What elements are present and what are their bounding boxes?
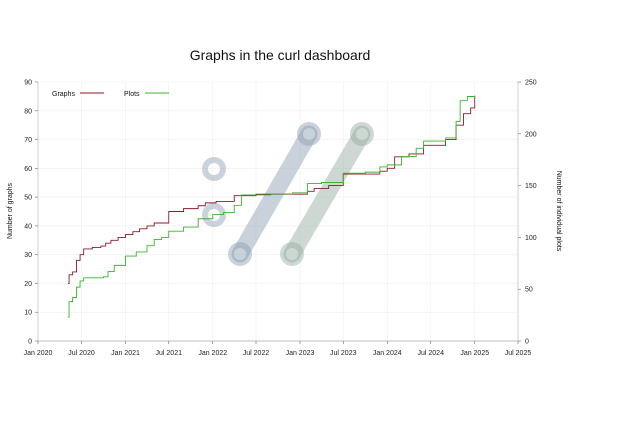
grid [37, 81, 519, 342]
y-axis-left-title: Number of graphs [7, 182, 14, 239]
x-tick-label: Jul 2022 [243, 350, 270, 357]
x-tick-label: Jan 2023 [286, 350, 315, 357]
y-right-tick-label: 250 [525, 80, 537, 87]
chart-title: Graphs in the curl dashboard [190, 47, 371, 63]
x-tick-label: Jan 2025 [460, 350, 489, 357]
axes [35, 81, 521, 344]
y-right-tick-label: 150 [525, 183, 537, 190]
y-left-tick-label: 50 [24, 195, 32, 202]
logo-slash-right-end-top [350, 122, 374, 146]
x-tick-label: Jan 2022 [198, 350, 227, 357]
x-tick-label: Jul 2021 [156, 350, 183, 357]
x-tick-label: Jul 2025 [505, 350, 532, 357]
y-left-tick-label: 60 [24, 166, 32, 173]
x-tick-label: Jul 2020 [68, 350, 95, 357]
x-tick-label: Jan 2021 [111, 350, 140, 357]
y-right-tick-label: 50 [525, 287, 533, 294]
logo-slash-right-end-bottom [280, 242, 304, 266]
y-axis-right-title: Number of individual plots [555, 171, 562, 252]
logo-slash-right [283, 125, 371, 263]
y-left-tick-label: 0 [28, 339, 32, 346]
logo-slash-left-end-top [297, 122, 321, 146]
y-left-tick-label: 30 [24, 252, 32, 259]
y-right-tick-label: 100 [525, 235, 537, 242]
y-left-tick-label: 70 [24, 137, 32, 144]
x-tick-label: Jan 2020 [24, 350, 53, 357]
y-right-tick-label: 200 [525, 131, 537, 138]
series-line-plots [67, 95, 476, 318]
x-tick-label: Jan 2024 [373, 350, 402, 357]
tick-labels: Jan 2020 Jul 2020 Jan 2021 Jul 2021 Jan 2022… [24, 80, 537, 358]
y-left-tick-label: 90 [24, 80, 32, 87]
legend: Graphs Plots [52, 91, 169, 98]
x-tick-label: Jul 2023 [330, 350, 357, 357]
legend-label-plots: Plots [124, 91, 140, 98]
logo-dot-upper [202, 157, 226, 181]
y-left-tick-label: 80 [24, 108, 32, 115]
series-lines [67, 95, 476, 318]
logo-slash-left-end-bottom [228, 242, 252, 266]
x-tick-label: Jul 2024 [418, 350, 445, 357]
y-left-tick-label: 20 [24, 281, 32, 288]
y-left-tick-label: 10 [24, 310, 32, 317]
y-left-tick-label: 40 [24, 223, 32, 230]
y-right-tick-label: 0 [525, 339, 529, 346]
legend-label-graphs: Graphs [52, 91, 75, 98]
